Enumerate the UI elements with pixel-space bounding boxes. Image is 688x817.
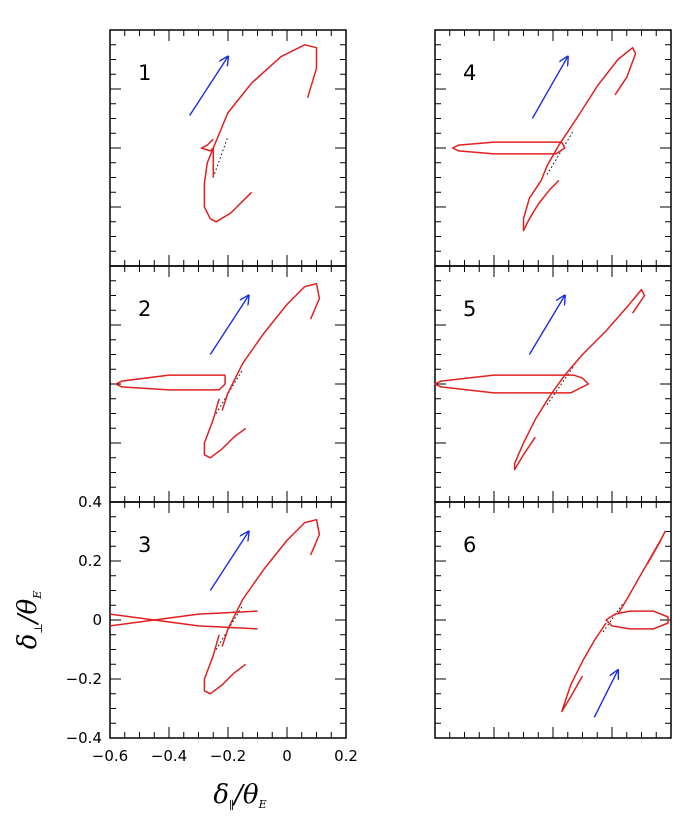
caustic-curve — [115, 374, 226, 391]
y-axis-label: δ⊥/θE — [13, 591, 45, 649]
source-trajectory-arrow — [209, 296, 248, 355]
caustic-chord — [215, 604, 244, 650]
x-axis-label: δ∥/θE — [213, 780, 266, 812]
caustic-chord — [215, 368, 244, 414]
caustic-curve — [605, 610, 669, 630]
caustic-chord — [546, 130, 575, 175]
caustic-curve — [212, 44, 318, 178]
y-tick-label: −0.2 — [66, 670, 102, 688]
panel-4: 4 — [434, 29, 672, 267]
source-trajectory-arrow — [209, 532, 248, 591]
x-tick-label: −0.4 — [151, 747, 187, 765]
caustic-curve — [522, 165, 560, 232]
panel-label: 6 — [463, 533, 476, 557]
x-tick-label: 0 — [282, 747, 292, 765]
source-trajectory-arrow — [189, 57, 228, 116]
caustic-chord — [212, 136, 229, 178]
caustic-curve — [109, 613, 258, 630]
caustic-chord — [546, 366, 575, 405]
panel-5: 5 — [434, 265, 672, 503]
panel-1: 1 — [109, 29, 347, 267]
caustic-curve — [109, 610, 258, 627]
panel-label: 4 — [463, 61, 476, 85]
caustic-curve — [203, 147, 253, 223]
axis-labels: δ∥/θE δ⊥/θE — [13, 591, 267, 812]
caustic-curve — [221, 518, 321, 647]
x-tick-label: 0.2 — [334, 747, 358, 765]
source-trajectory-arrow — [531, 57, 567, 119]
caustic-curve — [513, 395, 551, 471]
panel-2: 2 — [109, 265, 347, 503]
y-tick-label: −0.4 — [66, 729, 102, 747]
panel-label: 5 — [463, 297, 476, 321]
source-trajectory-arrow — [593, 670, 618, 718]
caustic-curve — [617, 530, 666, 615]
panel-label: 2 — [138, 297, 151, 321]
caustic-curve — [549, 288, 646, 397]
caustic-curve — [203, 634, 247, 695]
x-tick-label: −0.6 — [92, 747, 128, 765]
caustic-curve — [451, 141, 566, 155]
panels-layer: 1 42 53−0.6 −0.4 −0.2 0 0.2−0.4−0.200.20.46 — [66, 29, 672, 765]
panel-3: 3−0.6 −0.4 −0.2 0 0.2−0.4−0.200.20.4 — [66, 493, 358, 765]
panel-6: 6 — [434, 501, 672, 739]
caustic-curve — [434, 374, 590, 394]
panel-label: 1 — [138, 61, 151, 85]
caustic-curve — [203, 398, 247, 459]
source-trajectory-arrow — [528, 296, 564, 355]
y-tick-label: 0.4 — [78, 493, 102, 511]
y-tick-label: 0.2 — [78, 552, 102, 570]
caustic-curve — [221, 282, 321, 411]
caustic-curve — [546, 46, 637, 167]
y-tick-label: 0 — [92, 611, 102, 629]
x-tick-label: −0.2 — [210, 747, 246, 765]
panel-label: 3 — [138, 533, 151, 557]
caustic-curve — [561, 622, 607, 713]
caustic-curve — [200, 138, 214, 152]
